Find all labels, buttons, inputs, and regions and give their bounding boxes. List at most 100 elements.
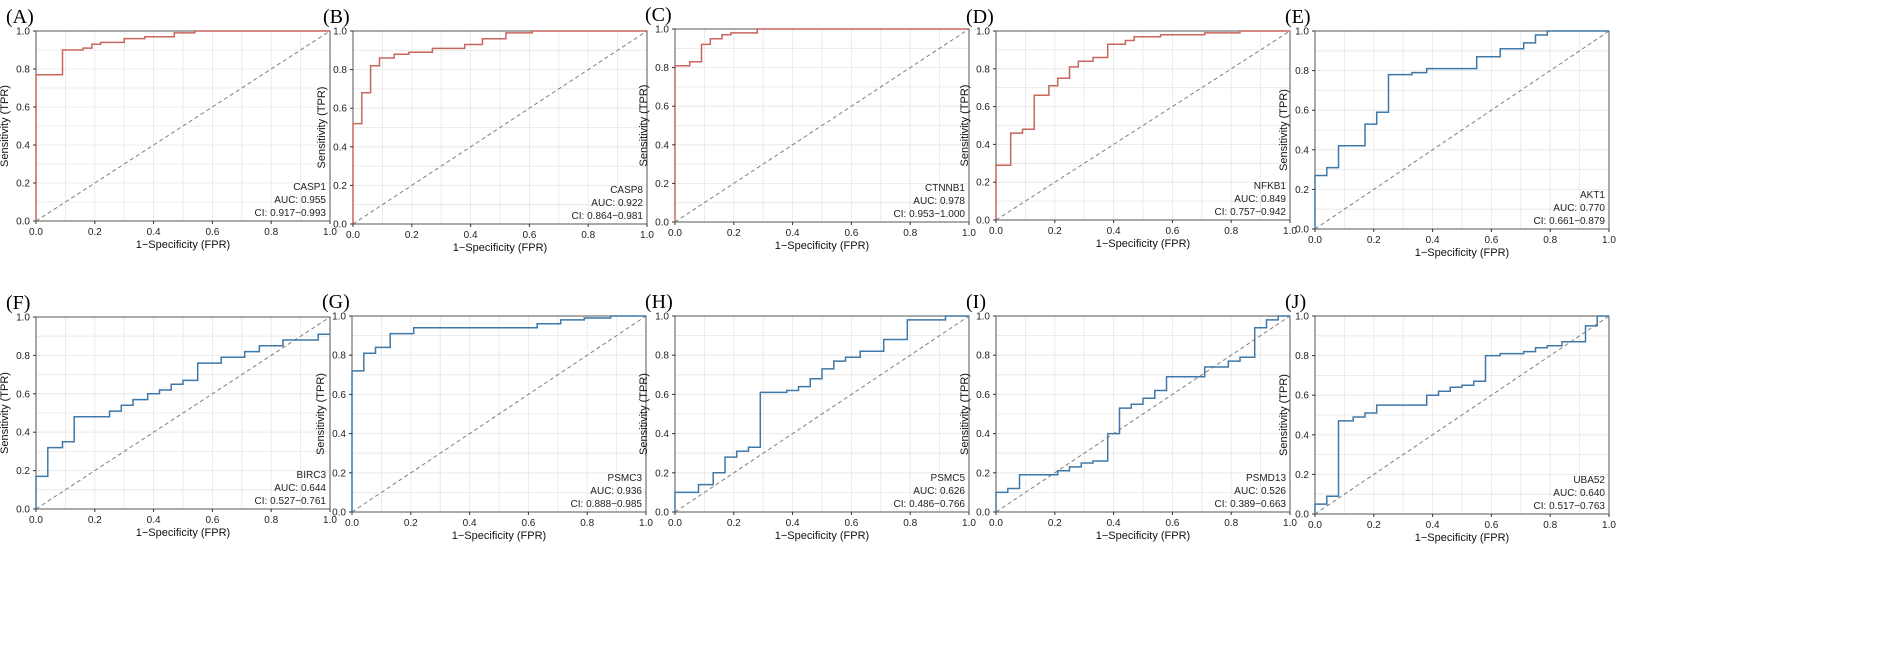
- x-tick-label: 0.2: [88, 227, 102, 238]
- y-tick-label: 0.0: [976, 216, 990, 227]
- plot-frame: [1314, 315, 1610, 515]
- x-tick-label: 0.8: [1224, 518, 1238, 529]
- y-tick-label: 0.6: [1295, 391, 1309, 402]
- y-tick-label: 0.2: [1295, 470, 1309, 481]
- roc-curve-casp1: [35, 30, 330, 221]
- y-tick-label: 1.0: [655, 312, 669, 323]
- ci-label: CI: 0.486−0.766: [894, 499, 966, 510]
- panel-label: (B): [323, 6, 350, 28]
- ci-label: CI: 0.917−0.993: [255, 208, 327, 219]
- x-tick-label: 0.6: [1484, 520, 1498, 531]
- x-tick-label: 0.6: [1165, 518, 1179, 529]
- y-tick-label: 0.0: [655, 218, 669, 229]
- plot-frame: [35, 316, 331, 510]
- gene-label: NFKB1: [1254, 181, 1287, 192]
- x-tick-label: 0.2: [1048, 226, 1062, 237]
- y-tick-label: 1.0: [1295, 27, 1309, 38]
- panel-label: (G): [322, 291, 350, 313]
- x-tick-label: 0.0: [989, 518, 1003, 529]
- x-tick-label: 0.2: [727, 228, 741, 239]
- auc-label: AUC: 0.626: [913, 486, 965, 497]
- x-tick-label: 0.8: [903, 518, 917, 529]
- x-tick-label: 0.4: [147, 227, 161, 238]
- y-tick-label: 1.0: [16, 313, 30, 324]
- roc-curve-psmc5: [674, 315, 969, 512]
- y-axis-title: Sensitivity (TPR): [1278, 374, 1290, 456]
- y-tick-label: 0.0: [332, 508, 346, 519]
- roc-curve-casp8: [352, 30, 647, 224]
- x-tick-label: 0.0: [345, 518, 359, 529]
- auc-label: AUC: 0.955: [274, 195, 326, 206]
- y-tick-label: 0.2: [333, 181, 347, 192]
- x-axis-title: 1−Specificity (FPR): [452, 530, 546, 542]
- x-tick-label: 0.8: [580, 518, 594, 529]
- y-axis-title: Sensitivity (TPR): [638, 373, 650, 455]
- gene-label: BIRC3: [297, 470, 327, 481]
- y-tick-label: 0.8: [1295, 351, 1309, 362]
- x-tick-label: 1.0: [962, 518, 976, 529]
- y-tick-label: 0.6: [976, 390, 990, 401]
- x-tick-label: 0.6: [1484, 235, 1498, 246]
- x-tick-label: 0.8: [1543, 520, 1557, 531]
- y-tick-label: 0.0: [16, 217, 30, 228]
- ci-label: CI: 0.757−0.942: [1215, 207, 1287, 218]
- gene-label: CASP8: [610, 185, 643, 196]
- y-tick-label: 0.0: [333, 220, 347, 231]
- y-tick-label: 0.8: [333, 65, 347, 76]
- gene-label: PSMD13: [1246, 473, 1286, 484]
- x-tick-label: 0.6: [521, 518, 535, 529]
- x-tick-label: 0.8: [264, 515, 278, 526]
- x-tick-label: 0.8: [1224, 226, 1238, 237]
- reference-diagonal: [351, 315, 647, 513]
- auc-label: AUC: 0.770: [1553, 203, 1605, 214]
- gene-label: PSMC3: [608, 473, 643, 484]
- y-tick-label: 0.6: [332, 390, 346, 401]
- ci-label: CI: 0.888−0.985: [571, 499, 643, 510]
- y-tick-label: 0.4: [16, 141, 30, 152]
- y-tick-label: 0.6: [1295, 106, 1309, 117]
- x-tick-label: 1.0: [323, 515, 337, 526]
- ci-label: CI: 0.527−0.761: [255, 496, 327, 507]
- y-tick-label: 0.8: [1295, 66, 1309, 77]
- reference-diagonal: [35, 30, 331, 222]
- y-tick-label: 0.0: [16, 505, 30, 516]
- x-tick-label: 0.0: [1308, 235, 1322, 246]
- y-axis-title: Sensitivity (TPR): [1278, 89, 1290, 171]
- roc-panel-psmc3: 0.00.0 0.2 0.2 0.4 0.4 0.6 0.6 0.8 0.8 1.0 1.0 1−Sp…: [315, 291, 653, 542]
- y-axis-title: Sensitivity (TPR): [959, 85, 971, 167]
- roc-curve-nfkb1: [995, 30, 1290, 220]
- plot-frame: [674, 315, 970, 513]
- ci-label: CI: 0.517−0.763: [1534, 501, 1606, 512]
- x-tick-label: 0.0: [668, 518, 682, 529]
- x-tick-label: 1.0: [323, 227, 337, 238]
- gene-label: CASP1: [293, 182, 326, 193]
- x-tick-label: 0.8: [264, 227, 278, 238]
- y-tick-label: 0.8: [16, 65, 30, 76]
- panel-label: (I): [966, 291, 986, 313]
- x-axis-title: 1−Specificity (FPR): [1096, 238, 1190, 250]
- ci-label: CI: 0.953−1.000: [894, 209, 966, 220]
- panel-label: (E): [1285, 6, 1311, 28]
- y-tick-label: 0.0: [655, 508, 669, 519]
- gene-label: UBA52: [1573, 475, 1605, 486]
- reference-diagonal: [1314, 315, 1610, 515]
- y-tick-label: 0.2: [16, 179, 30, 190]
- y-tick-label: 0.4: [655, 429, 669, 440]
- panel-label: (A): [6, 6, 34, 28]
- ci-label: CI: 0.864−0.981: [572, 211, 644, 222]
- y-tick-label: 1.0: [976, 27, 990, 38]
- gene-label: CTNNB1: [925, 183, 965, 194]
- x-tick-label: 1.0: [1283, 226, 1297, 237]
- x-tick-label: 0.4: [464, 230, 478, 241]
- roc-curve-uba52: [1314, 315, 1609, 514]
- x-tick-label: 1.0: [962, 228, 976, 239]
- roc-panel-akt1: 0.00.0 0.2 0.2 0.4 0.4 0.6 0.6 0.8 0.8 1.0 1.0 1−Sp…: [1278, 6, 1616, 259]
- auc-label: AUC: 0.849: [1234, 194, 1286, 205]
- y-tick-label: 0.4: [655, 140, 669, 151]
- reference-diagonal: [995, 30, 1291, 221]
- x-tick-label: 0.0: [29, 227, 43, 238]
- x-tick-label: 1.0: [1602, 235, 1616, 246]
- x-tick-label: 0.4: [1426, 235, 1440, 246]
- plot-frame: [995, 30, 1291, 221]
